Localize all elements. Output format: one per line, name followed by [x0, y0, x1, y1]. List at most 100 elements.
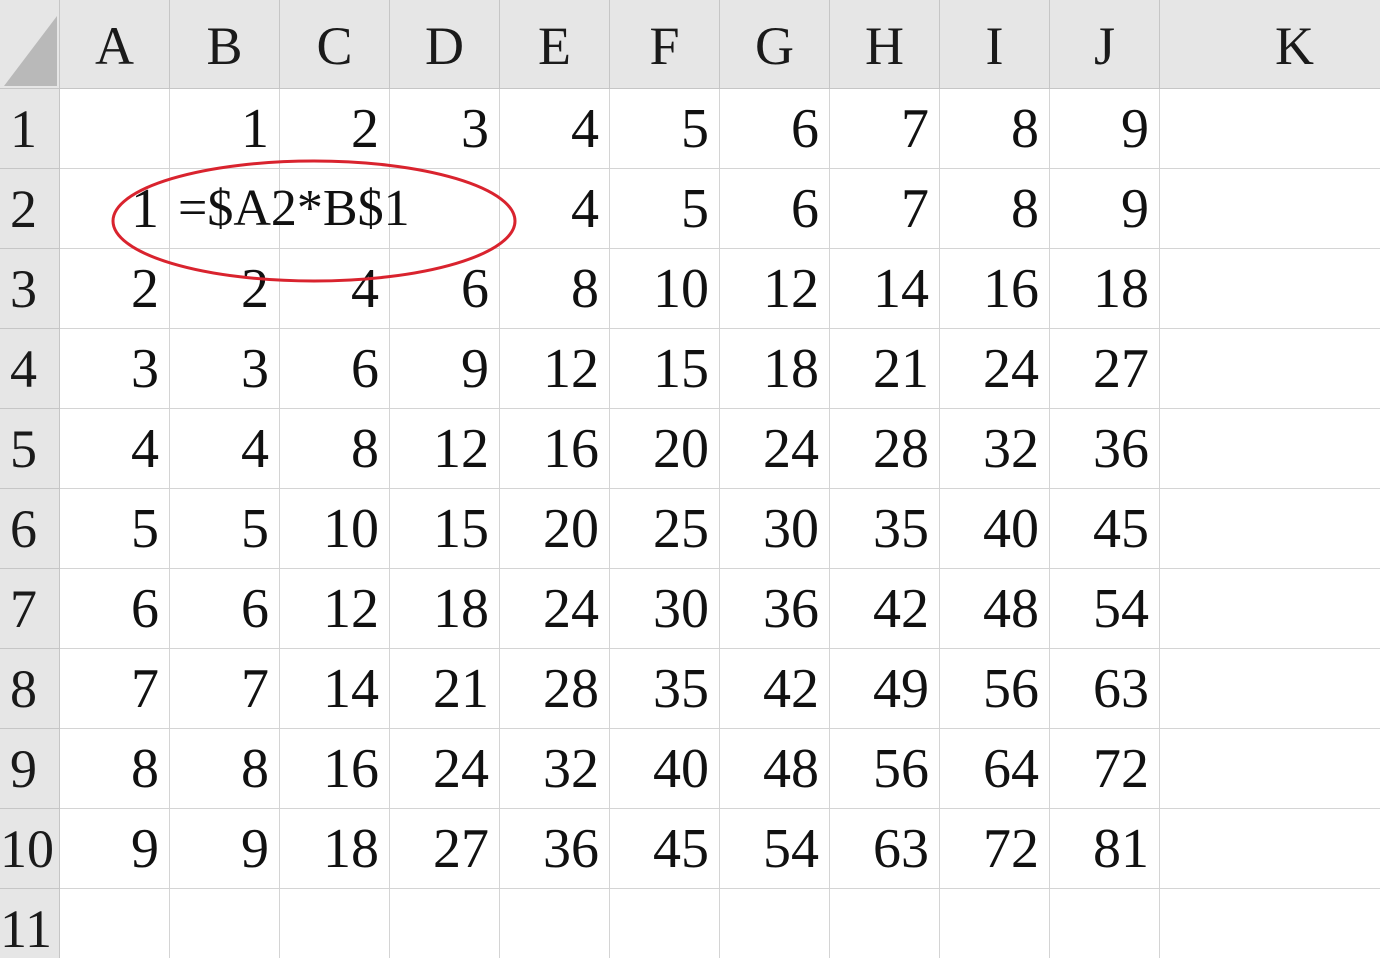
cell-k9[interactable]	[1160, 729, 1380, 809]
cell-k4[interactable]	[1160, 329, 1380, 409]
cell-b9[interactable]: 8	[170, 729, 280, 809]
cell-e4[interactable]: 12	[500, 329, 610, 409]
row-header-6[interactable]: 6	[0, 489, 60, 569]
cell-k11[interactable]	[1160, 889, 1380, 958]
cell-c10[interactable]: 18	[280, 809, 390, 889]
column-header-e[interactable]: E	[500, 0, 610, 89]
row-header-11[interactable]: 11	[0, 889, 60, 958]
cell-k2[interactable]	[1160, 169, 1380, 249]
column-header-a[interactable]: A	[60, 0, 170, 89]
cell-f8[interactable]: 35	[610, 649, 720, 729]
cell-k3[interactable]	[1160, 249, 1380, 329]
cell-f5[interactable]: 20	[610, 409, 720, 489]
cell-d10[interactable]: 27	[390, 809, 500, 889]
cell-d9[interactable]: 24	[390, 729, 500, 809]
cell-j3[interactable]: 18	[1050, 249, 1160, 329]
cell-c5[interactable]: 8	[280, 409, 390, 489]
cell-f2[interactable]: 5	[610, 169, 720, 249]
cell-a11[interactable]	[60, 889, 170, 958]
cell-a10[interactable]: 9	[60, 809, 170, 889]
cell-c6[interactable]: 10	[280, 489, 390, 569]
column-header-f[interactable]: F	[610, 0, 720, 89]
cell-b3[interactable]: 2	[170, 249, 280, 329]
cell-k1[interactable]	[1160, 89, 1380, 169]
row-header-5[interactable]: 5	[0, 409, 60, 489]
cell-i11[interactable]	[940, 889, 1050, 958]
cell-g3[interactable]: 12	[720, 249, 830, 329]
row-header-10[interactable]: 10	[0, 809, 60, 889]
cell-j6[interactable]: 45	[1050, 489, 1160, 569]
cell-c1[interactable]: 2	[280, 89, 390, 169]
cell-h6[interactable]: 35	[830, 489, 940, 569]
cell-g5[interactable]: 24	[720, 409, 830, 489]
row-header-1[interactable]: 1	[0, 89, 60, 169]
row-header-9[interactable]: 9	[0, 729, 60, 809]
cell-j8[interactable]: 63	[1050, 649, 1160, 729]
cell-e9[interactable]: 32	[500, 729, 610, 809]
cell-k7[interactable]	[1160, 569, 1380, 649]
cell-h8[interactable]: 49	[830, 649, 940, 729]
cell-e7[interactable]: 24	[500, 569, 610, 649]
cell-b5[interactable]: 4	[170, 409, 280, 489]
cell-f6[interactable]: 25	[610, 489, 720, 569]
formula-cell-b2[interactable]: =$A2*B$1	[170, 169, 410, 249]
cell-e2[interactable]: 4	[500, 169, 610, 249]
row-header-2[interactable]: 2	[0, 169, 60, 249]
cell-d7[interactable]: 18	[390, 569, 500, 649]
cell-j11[interactable]	[1050, 889, 1160, 958]
cell-f4[interactable]: 15	[610, 329, 720, 409]
cell-f10[interactable]: 45	[610, 809, 720, 889]
cell-b1[interactable]: 1	[170, 89, 280, 169]
column-header-g[interactable]: G	[720, 0, 830, 89]
cell-b7[interactable]: 6	[170, 569, 280, 649]
cell-e3[interactable]: 8	[500, 249, 610, 329]
cell-a4[interactable]: 3	[60, 329, 170, 409]
cell-f1[interactable]: 5	[610, 89, 720, 169]
cell-k8[interactable]	[1160, 649, 1380, 729]
cell-c7[interactable]: 12	[280, 569, 390, 649]
cell-g9[interactable]: 48	[720, 729, 830, 809]
cell-d1[interactable]: 3	[390, 89, 500, 169]
column-header-b[interactable]: B	[170, 0, 280, 89]
cell-j7[interactable]: 54	[1050, 569, 1160, 649]
cell-j4[interactable]: 27	[1050, 329, 1160, 409]
cell-j5[interactable]: 36	[1050, 409, 1160, 489]
cell-c11[interactable]	[280, 889, 390, 958]
cell-j2[interactable]: 9	[1050, 169, 1160, 249]
row-header-3[interactable]: 3	[0, 249, 60, 329]
cell-a5[interactable]: 4	[60, 409, 170, 489]
cell-b10[interactable]: 9	[170, 809, 280, 889]
cell-i4[interactable]: 24	[940, 329, 1050, 409]
column-header-d[interactable]: D	[390, 0, 500, 89]
cell-g10[interactable]: 54	[720, 809, 830, 889]
cell-d5[interactable]: 12	[390, 409, 500, 489]
cell-f7[interactable]: 30	[610, 569, 720, 649]
cell-e8[interactable]: 28	[500, 649, 610, 729]
cell-f9[interactable]: 40	[610, 729, 720, 809]
cell-c4[interactable]: 6	[280, 329, 390, 409]
cell-i8[interactable]: 56	[940, 649, 1050, 729]
cell-e11[interactable]	[500, 889, 610, 958]
cell-g6[interactable]: 30	[720, 489, 830, 569]
column-header-k[interactable]: K	[1160, 0, 1380, 89]
cell-d3[interactable]: 6	[390, 249, 500, 329]
cell-i6[interactable]: 40	[940, 489, 1050, 569]
cell-c8[interactable]: 14	[280, 649, 390, 729]
cell-h3[interactable]: 14	[830, 249, 940, 329]
select-all-corner[interactable]	[0, 0, 60, 89]
cell-b8[interactable]: 7	[170, 649, 280, 729]
cell-a2[interactable]: 1	[60, 169, 170, 249]
cell-j10[interactable]: 81	[1050, 809, 1160, 889]
cell-i7[interactable]: 48	[940, 569, 1050, 649]
cell-f11[interactable]	[610, 889, 720, 958]
cell-d11[interactable]	[390, 889, 500, 958]
cell-j9[interactable]: 72	[1050, 729, 1160, 809]
cell-a3[interactable]: 2	[60, 249, 170, 329]
cell-h4[interactable]: 21	[830, 329, 940, 409]
row-header-7[interactable]: 7	[0, 569, 60, 649]
cell-h9[interactable]: 56	[830, 729, 940, 809]
cell-i5[interactable]: 32	[940, 409, 1050, 489]
cell-g7[interactable]: 36	[720, 569, 830, 649]
cell-b11[interactable]	[170, 889, 280, 958]
cell-a8[interactable]: 7	[60, 649, 170, 729]
